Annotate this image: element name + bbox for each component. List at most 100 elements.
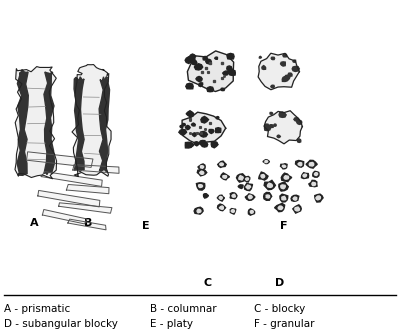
Polygon shape bbox=[186, 111, 194, 117]
Polygon shape bbox=[261, 174, 265, 178]
Polygon shape bbox=[217, 195, 224, 201]
Polygon shape bbox=[296, 161, 304, 167]
Polygon shape bbox=[182, 112, 226, 144]
Polygon shape bbox=[303, 174, 306, 177]
Polygon shape bbox=[214, 142, 217, 145]
Polygon shape bbox=[66, 184, 109, 194]
Polygon shape bbox=[259, 56, 261, 58]
Polygon shape bbox=[270, 112, 273, 114]
Polygon shape bbox=[313, 171, 319, 177]
Polygon shape bbox=[265, 161, 268, 163]
Polygon shape bbox=[198, 184, 202, 187]
Polygon shape bbox=[220, 206, 223, 209]
Polygon shape bbox=[199, 83, 203, 87]
Polygon shape bbox=[192, 60, 197, 65]
Polygon shape bbox=[221, 173, 230, 180]
Polygon shape bbox=[41, 171, 102, 186]
Polygon shape bbox=[185, 57, 192, 64]
Polygon shape bbox=[274, 124, 276, 126]
Text: D - subangular blocky: D - subangular blocky bbox=[4, 319, 118, 329]
Polygon shape bbox=[196, 77, 202, 82]
Polygon shape bbox=[197, 170, 207, 176]
Polygon shape bbox=[280, 194, 288, 202]
Polygon shape bbox=[231, 210, 234, 212]
Text: A: A bbox=[30, 218, 38, 228]
Polygon shape bbox=[283, 54, 287, 57]
Polygon shape bbox=[68, 219, 106, 230]
Polygon shape bbox=[309, 180, 317, 187]
Polygon shape bbox=[192, 133, 196, 137]
Polygon shape bbox=[228, 69, 234, 73]
Polygon shape bbox=[244, 183, 252, 191]
Polygon shape bbox=[246, 178, 248, 180]
Text: E - platy: E - platy bbox=[150, 319, 193, 329]
Polygon shape bbox=[263, 160, 270, 164]
Polygon shape bbox=[220, 163, 223, 166]
Polygon shape bbox=[280, 164, 287, 169]
Polygon shape bbox=[258, 53, 299, 90]
Polygon shape bbox=[288, 73, 292, 76]
Text: C: C bbox=[204, 278, 212, 288]
Polygon shape bbox=[190, 54, 196, 59]
Polygon shape bbox=[199, 132, 208, 137]
Polygon shape bbox=[291, 195, 299, 201]
Polygon shape bbox=[248, 195, 252, 199]
Polygon shape bbox=[26, 152, 93, 167]
Text: A - prismatic: A - prismatic bbox=[4, 304, 70, 314]
Polygon shape bbox=[74, 77, 84, 172]
Polygon shape bbox=[230, 208, 236, 214]
Polygon shape bbox=[279, 112, 286, 118]
Polygon shape bbox=[198, 164, 205, 170]
Polygon shape bbox=[271, 57, 275, 60]
Polygon shape bbox=[211, 142, 218, 148]
Polygon shape bbox=[250, 210, 253, 213]
Polygon shape bbox=[185, 142, 193, 148]
Polygon shape bbox=[293, 205, 301, 213]
Polygon shape bbox=[72, 65, 111, 176]
Polygon shape bbox=[245, 194, 255, 200]
Polygon shape bbox=[218, 204, 226, 211]
Polygon shape bbox=[194, 64, 203, 70]
Polygon shape bbox=[227, 53, 234, 59]
Polygon shape bbox=[73, 165, 119, 173]
Polygon shape bbox=[232, 194, 235, 197]
Polygon shape bbox=[282, 76, 289, 82]
Polygon shape bbox=[187, 51, 234, 92]
Polygon shape bbox=[201, 117, 208, 123]
Polygon shape bbox=[269, 125, 273, 128]
Polygon shape bbox=[207, 87, 214, 92]
Polygon shape bbox=[295, 207, 300, 211]
Polygon shape bbox=[221, 88, 224, 91]
Polygon shape bbox=[259, 172, 268, 180]
Polygon shape bbox=[264, 124, 268, 127]
Polygon shape bbox=[236, 174, 246, 182]
Polygon shape bbox=[306, 160, 317, 168]
Text: C - blocky: C - blocky bbox=[254, 304, 305, 314]
Polygon shape bbox=[227, 66, 232, 71]
Polygon shape bbox=[264, 125, 271, 131]
Polygon shape bbox=[200, 171, 204, 174]
Polygon shape bbox=[15, 67, 56, 179]
Polygon shape bbox=[262, 66, 266, 70]
Text: B: B bbox=[84, 218, 92, 228]
Polygon shape bbox=[201, 142, 208, 147]
Polygon shape bbox=[223, 71, 228, 75]
Polygon shape bbox=[197, 209, 201, 213]
Polygon shape bbox=[38, 190, 100, 207]
Polygon shape bbox=[314, 172, 318, 175]
Polygon shape bbox=[188, 112, 194, 117]
Polygon shape bbox=[293, 60, 296, 62]
Polygon shape bbox=[312, 182, 316, 185]
Polygon shape bbox=[230, 193, 237, 199]
Polygon shape bbox=[42, 209, 87, 224]
Polygon shape bbox=[245, 176, 250, 182]
Polygon shape bbox=[223, 175, 227, 178]
Polygon shape bbox=[294, 118, 299, 121]
Polygon shape bbox=[186, 126, 190, 130]
Polygon shape bbox=[179, 129, 186, 136]
Polygon shape bbox=[194, 207, 203, 214]
Polygon shape bbox=[297, 120, 302, 125]
Polygon shape bbox=[203, 56, 208, 60]
Polygon shape bbox=[229, 70, 235, 76]
Polygon shape bbox=[216, 117, 219, 119]
